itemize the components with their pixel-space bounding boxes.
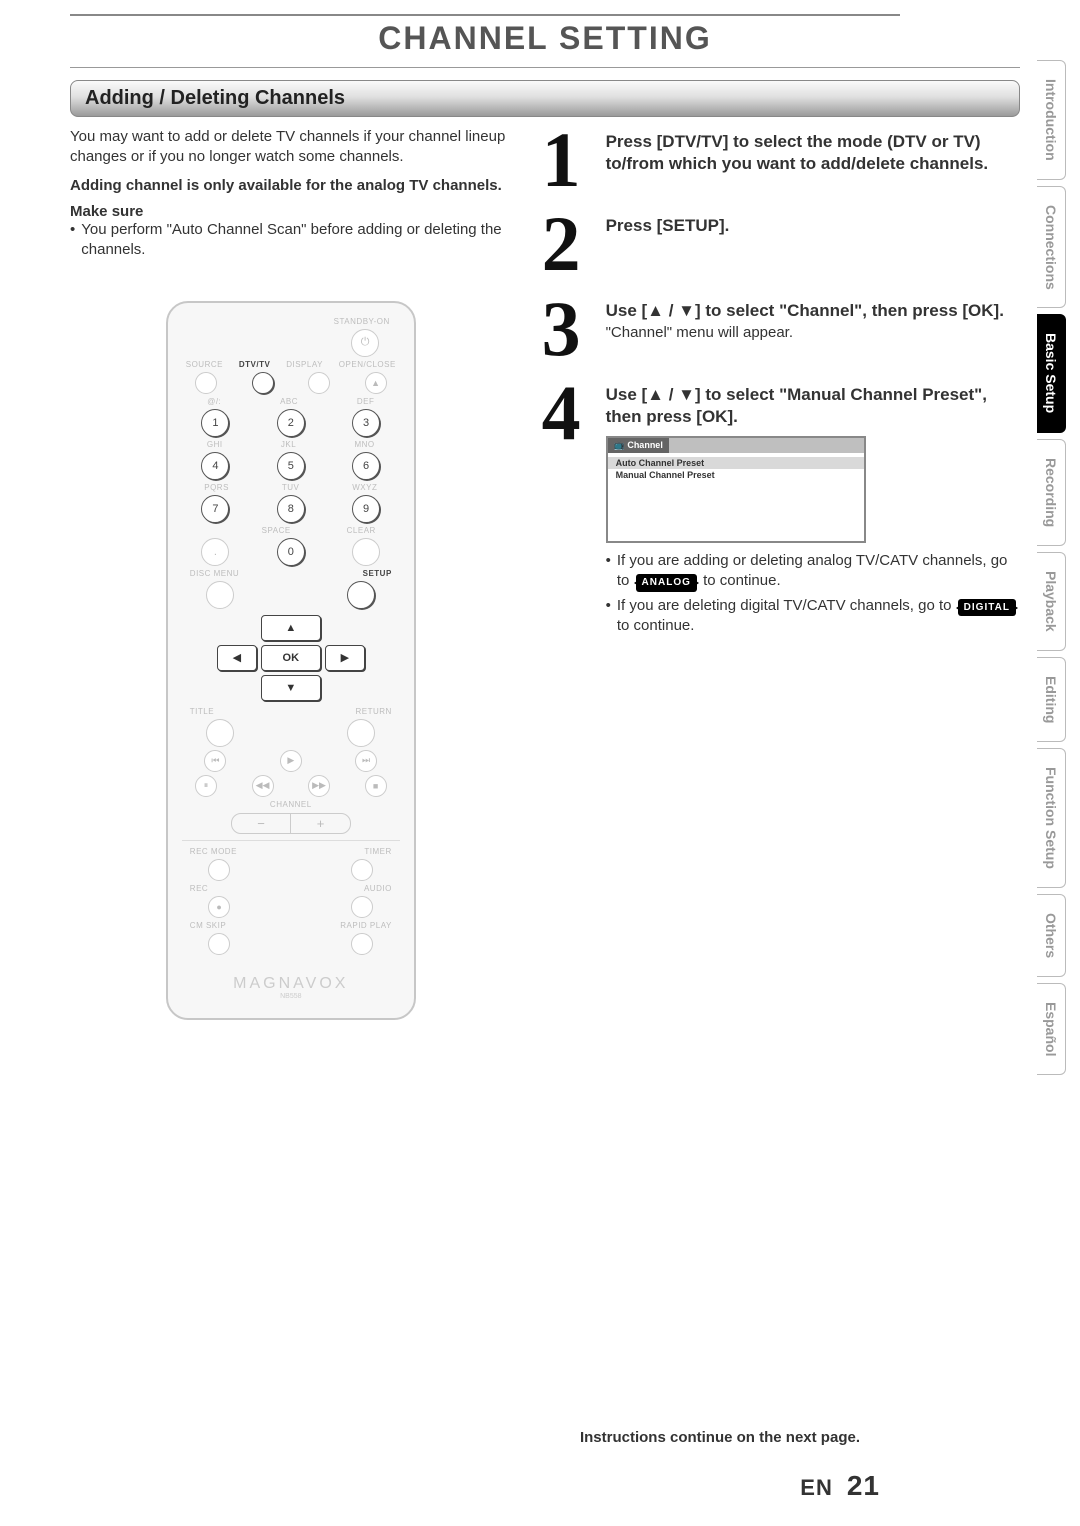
tab-function-setup[interactable]: Function Setup bbox=[1037, 748, 1066, 888]
tab-recording[interactable]: Recording bbox=[1037, 439, 1066, 546]
tab-editing[interactable]: Editing bbox=[1037, 657, 1066, 742]
tab-espanol[interactable]: Español bbox=[1037, 983, 1066, 1075]
continue-note: Instructions continue on the next page. bbox=[580, 1429, 860, 1446]
page-title: CHANNEL SETTING bbox=[70, 20, 1020, 57]
step-3: 3 Use [▲ / ▼] to select "Channel", then … bbox=[542, 296, 1020, 362]
make-sure-bullet: You perform "Auto Channel Scan" before a… bbox=[70, 220, 512, 261]
divider bbox=[70, 67, 1020, 68]
analog-note: If you are adding or deleting analog TV/… bbox=[606, 551, 1020, 592]
side-tabs: Introduction Connections Basic Setup Rec… bbox=[1037, 60, 1066, 1075]
digital-note: If you are deleting digital TV/CATV chan… bbox=[606, 596, 1020, 637]
section-header: Adding / Deleting Channels bbox=[70, 80, 1020, 117]
analog-only-note: Adding channel is only available for the… bbox=[70, 176, 512, 196]
page-footer: EN21 bbox=[800, 1470, 880, 1502]
tab-introduction[interactable]: Introduction bbox=[1037, 60, 1066, 180]
tab-basic-setup[interactable]: Basic Setup bbox=[1037, 314, 1066, 432]
tab-connections[interactable]: Connections bbox=[1037, 186, 1066, 309]
make-sure-label: Make sure bbox=[70, 203, 512, 220]
tab-others[interactable]: Others bbox=[1037, 894, 1066, 977]
osd-menu: 📺 Channel Auto Channel Preset Manual Cha… bbox=[606, 436, 866, 543]
step-1: 1 Press [DTV/TV] to select the mode (DTV… bbox=[542, 127, 1020, 193]
remote-illustration: STANDBY-ON ⏻ SOURCE DTV/TV DISPLAY OPEN/… bbox=[166, 301, 416, 1020]
section-title: Adding / Deleting Channels bbox=[85, 87, 1005, 110]
step-4: 4 Use [▲ / ▼] to select "Manual Channel … bbox=[542, 380, 1020, 637]
intro-text: You may want to add or delete TV channel… bbox=[70, 127, 512, 168]
tab-playback[interactable]: Playback bbox=[1037, 552, 1066, 651]
step-2: 2 Press [SETUP]. bbox=[542, 211, 1020, 277]
